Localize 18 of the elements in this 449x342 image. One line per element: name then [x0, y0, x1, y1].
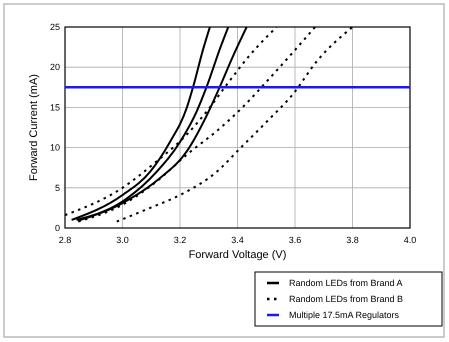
y-tick-label: 0 — [54, 223, 60, 233]
legend-label: Multiple 17.5mA Regulators — [289, 310, 400, 320]
x-tick-label: 3.4 — [231, 235, 244, 245]
y-axis-title: Forward Current (mA) — [28, 74, 40, 181]
x-tick-label: 3.6 — [288, 235, 302, 245]
y-tick-label: 20 — [50, 62, 60, 72]
legend-label: Random LEDs from Brand B — [289, 294, 404, 304]
y-tick-label: 10 — [50, 142, 60, 153]
x-tick-label: 4.0 — [404, 235, 416, 245]
x-tick-label: 3.2 — [174, 235, 186, 245]
y-tick-label: 25 — [50, 22, 60, 32]
x-tick-label: 3.8 — [346, 235, 359, 245]
legend-label: Random LEDs from Brand A — [289, 278, 403, 288]
x-axis-title: Forward Voltage (V) — [188, 249, 286, 261]
y-tick-label: 15 — [50, 102, 60, 112]
y-tick-label: 5 — [54, 182, 60, 193]
x-tick-label: 2.8 — [58, 235, 72, 245]
x-tick-label: 3.0 — [116, 235, 129, 245]
